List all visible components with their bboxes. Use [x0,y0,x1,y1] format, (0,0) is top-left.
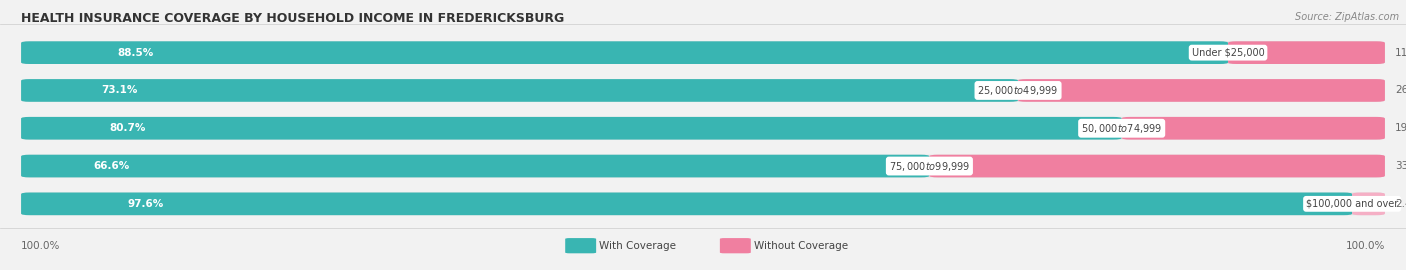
Text: 19.3%: 19.3% [1395,123,1406,133]
FancyBboxPatch shape [1227,41,1385,64]
Text: $100,000 and over: $100,000 and over [1306,199,1399,209]
FancyBboxPatch shape [21,193,1385,215]
FancyBboxPatch shape [21,155,929,177]
Text: $25,000 to $49,999: $25,000 to $49,999 [977,84,1059,97]
Text: 100.0%: 100.0% [21,241,60,251]
Text: $75,000 to $99,999: $75,000 to $99,999 [889,160,970,173]
FancyBboxPatch shape [21,155,1385,177]
Text: $50,000 to $74,999: $50,000 to $74,999 [1081,122,1163,135]
Text: 88.5%: 88.5% [118,48,153,58]
Text: 97.6%: 97.6% [128,199,165,209]
FancyBboxPatch shape [21,193,1353,215]
Text: 80.7%: 80.7% [110,123,145,133]
Text: With Coverage: With Coverage [599,241,676,251]
Text: 26.9%: 26.9% [1395,85,1406,96]
Text: Source: ZipAtlas.com: Source: ZipAtlas.com [1295,12,1399,22]
FancyBboxPatch shape [21,41,1227,64]
FancyBboxPatch shape [21,117,1122,140]
Text: 2.4%: 2.4% [1395,199,1406,209]
FancyBboxPatch shape [720,238,751,253]
FancyBboxPatch shape [1353,193,1385,215]
Text: Under $25,000: Under $25,000 [1192,48,1264,58]
FancyBboxPatch shape [565,238,596,253]
FancyBboxPatch shape [21,79,1018,102]
Text: HEALTH INSURANCE COVERAGE BY HOUSEHOLD INCOME IN FREDERICKSBURG: HEALTH INSURANCE COVERAGE BY HOUSEHOLD I… [21,12,564,25]
Text: 11.5%: 11.5% [1395,48,1406,58]
FancyBboxPatch shape [21,79,1385,102]
Text: 100.0%: 100.0% [1346,241,1385,251]
FancyBboxPatch shape [21,117,1385,140]
FancyBboxPatch shape [929,155,1385,177]
Text: Without Coverage: Without Coverage [754,241,848,251]
FancyBboxPatch shape [1122,117,1385,140]
FancyBboxPatch shape [21,41,1385,64]
Text: 73.1%: 73.1% [101,85,138,96]
Text: 33.4%: 33.4% [1395,161,1406,171]
Text: 66.6%: 66.6% [94,161,129,171]
FancyBboxPatch shape [1018,79,1385,102]
